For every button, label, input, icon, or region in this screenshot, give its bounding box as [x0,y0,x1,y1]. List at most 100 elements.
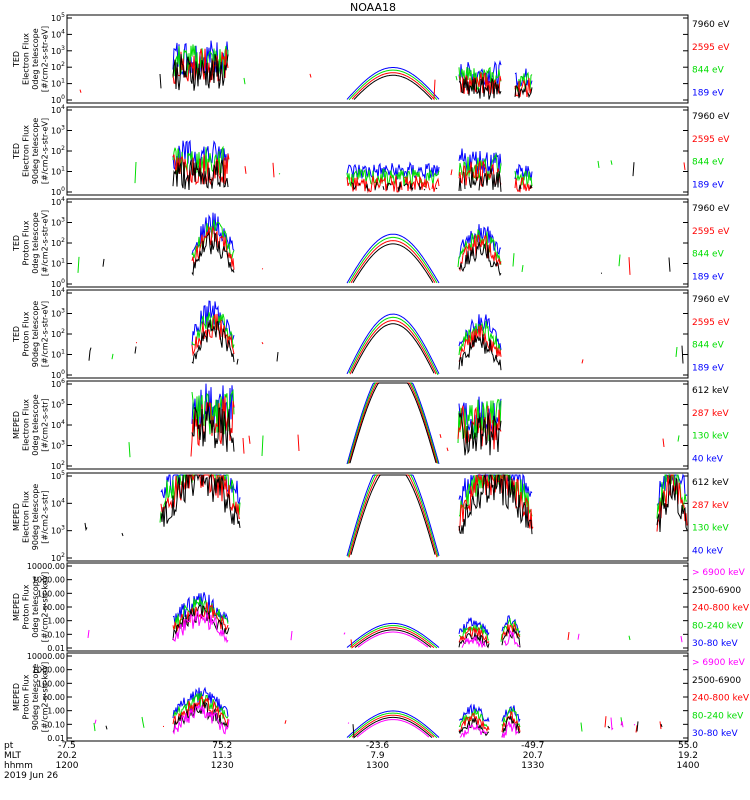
legend-entry: 30-80 keV [692,729,738,739]
legend-entry: 2500-6900 [692,676,741,686]
legend-entry: 40 keV [692,547,724,557]
data-trace-green [173,597,681,648]
y-tick-label: 100.00 [37,679,65,688]
y-tick-label: 100 [51,278,65,289]
y-axis-title-line: TED [12,143,21,160]
y-tick-label: 10000.00 [27,652,65,661]
y-axis-title-line: 90deg telescope [31,301,40,368]
legend-entry: 30-80 keV [692,639,738,649]
chart-title: NOAA18 [350,1,396,14]
y-axis-title-line: Electron Flux [21,399,30,451]
panel-7: 0.010.101.0010.00100.001000.0010000.00ME… [12,562,750,653]
data-trace-green [173,44,685,99]
legend-entry: 2595 eV [692,43,730,53]
x-row-label: 2019 Jun 26 [4,771,58,781]
legend-entry: 189 eV [692,364,725,374]
panel-frame [66,198,689,288]
panel-frame [66,652,689,742]
y-axis-title-line: [#/cm2-s-str] [40,398,49,451]
x-tick-mlt: 20.2 [57,751,77,761]
y-tick-label: 101 [51,166,65,177]
y-tick-label: 10000.00 [27,562,65,571]
y-tick-label: 10.00 [42,693,65,702]
y-tick-label: 0.01 [47,644,65,653]
y-axis-title-line: TED [12,326,21,343]
y-axis-title-line: [#/cm2-s-str-eV] [40,26,49,92]
legend-entry: 7960 eV [692,204,730,214]
x-tick-hhmm: 1330 [521,761,544,771]
x-tick-mlt: 7.9 [370,751,385,761]
y-axis-title: TED Proton Flux 0deg telescope [#/cm2-s-str… [12,210,50,276]
y-tick-label: 10.00 [42,603,65,612]
y-tick-label: 106 [51,378,65,389]
y-axis-title-line: MEPED [12,683,21,711]
x-tick-hhmm: 1230 [211,761,234,771]
y-axis-title-line: 0deg telescope [31,212,40,273]
data-trace-red [173,602,680,647]
y-axis-title: TED Proton Flux 90deg telescope [#/cm2-s-st… [12,301,50,368]
y-axis-title: TED Electron Flux 90deg telescope [#/cm2-s-… [12,118,50,185]
legend-entry: 7960 eV [692,112,730,122]
legend-entry: > 6900 keV [692,568,746,578]
legend-entry: 7960 eV [692,295,730,305]
data-trace-blue [172,592,521,648]
panel-frame [66,472,689,562]
y-tick-label: 102 [51,237,65,248]
legend-entry: 7960 eV [692,20,730,30]
panel-frame [66,14,689,104]
x-row-label: MLT [4,751,22,761]
legend-entry: 612 keV [692,478,729,488]
y-axis-title-line: [#/cm2-s-str-keV] [40,662,49,733]
y-axis-title-line: [#/cm2-s-str-eV] [40,118,49,184]
data-trace-red [191,383,686,463]
legend-entry: 612 keV [692,386,729,396]
data-trace-black [88,319,684,374]
legend-entry: 2595 eV [692,318,730,328]
y-axis-title-line: MEPED [12,411,21,439]
panel-frame [66,562,689,652]
legend-entry: 130 keV [692,432,729,442]
y-axis-title: MEPED Proton Flux 0deg telescope [#/cm2-s-s… [12,572,50,643]
data-trace-blue [191,212,502,284]
x-tick-mlt: 19.2 [678,751,698,761]
legend-entry: 189 eV [692,181,725,191]
panel-8: 0.010.101.0010.00100.001000.0010000.00ME… [12,652,750,743]
y-axis-title-line: MEPED [12,503,21,531]
y-tick-label: 101 [51,258,65,269]
x-row-label: pt [4,741,14,751]
panel-frame [66,380,689,470]
data-trace-green [111,312,678,376]
data-trace-red [172,153,686,194]
y-axis-title-line: 90deg telescope [31,118,40,185]
y-tick-label: 103 [51,440,65,451]
x-tick-lat: -49.7 [521,741,544,751]
legend-entry: 844 eV [692,250,725,260]
data-trace-red [162,695,662,738]
data-trace-green [78,220,686,283]
legend-entry: 189 eV [692,273,725,283]
y-tick-label: 0.10 [47,630,65,639]
y-axis-title: MEPED Electron Flux 0deg telescope [#/cm2-s… [12,394,50,455]
data-trace-red [136,314,666,374]
x-tick-lat: -7.5 [58,741,76,751]
y-axis-title-line: Proton Flux [21,584,30,629]
y-tick-label: 102 [51,552,65,563]
y-tick-label: 105 [51,399,65,410]
y-axis-title-line: Proton Flux [21,220,30,265]
y-tick-label: 104 [51,104,65,115]
y-axis-title-line: Proton Flux [21,311,30,356]
y-axis-title-line: 0deg telescope [31,394,40,455]
x-tick-hhmm: 1400 [677,761,700,771]
y-tick-label: 0.01 [47,734,65,743]
x-tick-lat: -23.6 [366,741,390,751]
legend-entry: 189 eV [692,89,725,99]
y-axis-title: TED Electron Flux 0deg telescope [#/cm2-s-s… [12,26,50,92]
data-trace-black [84,473,688,555]
panel-frame [66,289,689,379]
data-trace-red [80,49,686,99]
